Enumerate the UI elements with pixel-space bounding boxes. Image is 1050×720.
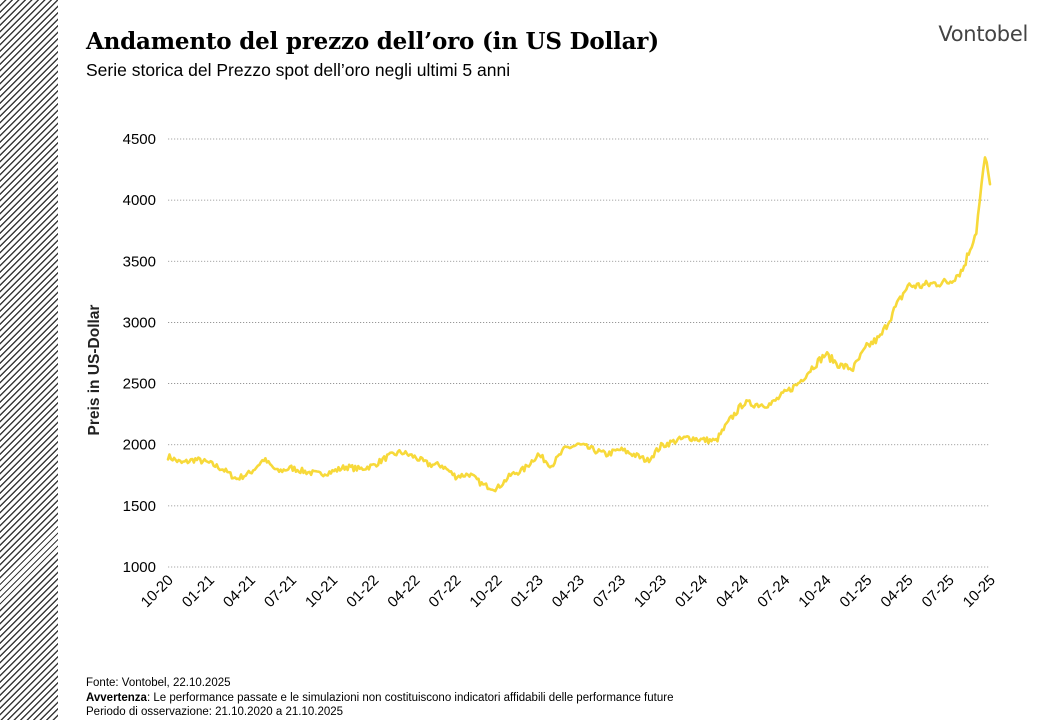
- grid-lines: [168, 138, 990, 568]
- x-tick-label: 01-23: [508, 572, 547, 611]
- gold-price-line: [166, 156, 992, 493]
- x-tick-label: 01-21: [179, 572, 218, 611]
- x-tick-label: 10-22: [466, 572, 505, 611]
- x-tick-label: 07-23: [590, 572, 629, 611]
- x-tick-label: 07-21: [261, 572, 300, 611]
- x-tick-label: 10-21: [302, 572, 341, 611]
- x-axis-ticks: 10-20 01-21 04-21 07-21 10-21 01-22 04-22 07-22…: [138, 572, 999, 611]
- footer-warning: Avvertenza: Le performance passate e le …: [86, 691, 673, 706]
- x-tick-label: 10-25: [960, 572, 999, 611]
- brand-logo: Vontobel: [938, 22, 1028, 46]
- y-tick-label: 4500: [123, 131, 156, 148]
- y-tick-label: 1000: [123, 559, 156, 576]
- x-tick-label: 04-25: [877, 572, 916, 611]
- footer: Fonte: Vontobel, 22.10.2025 Avvertenza: …: [86, 676, 673, 720]
- y-tick-label: 1500: [123, 498, 156, 515]
- footer-warning-text: : Le performance passate e le simulazion…: [146, 691, 674, 704]
- x-tick-label: 04-24: [713, 572, 752, 611]
- chart-subtitle: Serie storica del Prezzo spot dell’oro n…: [86, 60, 511, 80]
- x-tick-label: 04-22: [384, 572, 423, 611]
- y-axis-label: Preis in US-Dollar: [86, 305, 103, 436]
- x-tick-label: 01-24: [672, 572, 711, 611]
- footer-warning-label: Avvertenza: [86, 691, 147, 704]
- footer-source: Fonte: Vontobel, 22.10.2025: [86, 677, 231, 689]
- x-tick-label: 07-22: [425, 572, 464, 611]
- y-tick-label: 2500: [123, 376, 156, 393]
- x-tick-label: 04-23: [549, 572, 588, 611]
- x-tick-label: 01-22: [343, 572, 382, 611]
- footer-period: Periodo di osservazione: 21.10.2020 a 21…: [86, 706, 344, 718]
- y-tick-label: 3500: [123, 253, 156, 270]
- x-tick-label: 04-21: [220, 572, 259, 611]
- x-tick-label: 07-25: [919, 572, 958, 611]
- x-tick-label: 10-20: [138, 572, 177, 611]
- x-tick-label: 10-24: [795, 572, 834, 611]
- y-tick-label: 3000: [123, 314, 156, 331]
- x-tick-label: 01-25: [836, 572, 875, 611]
- chart-title: Andamento del prezzo dell’oro (in US Dol…: [86, 28, 659, 55]
- hatched-side-band: [0, 0, 58, 720]
- y-tick-label: 4000: [123, 192, 156, 209]
- y-axis-ticks: 1000 1500 2000 2500 3000 3500 4000 4500: [123, 131, 156, 576]
- x-tick-label: 10-23: [631, 572, 670, 611]
- x-tick-label: 07-24: [754, 572, 793, 611]
- y-tick-label: 2000: [123, 437, 156, 454]
